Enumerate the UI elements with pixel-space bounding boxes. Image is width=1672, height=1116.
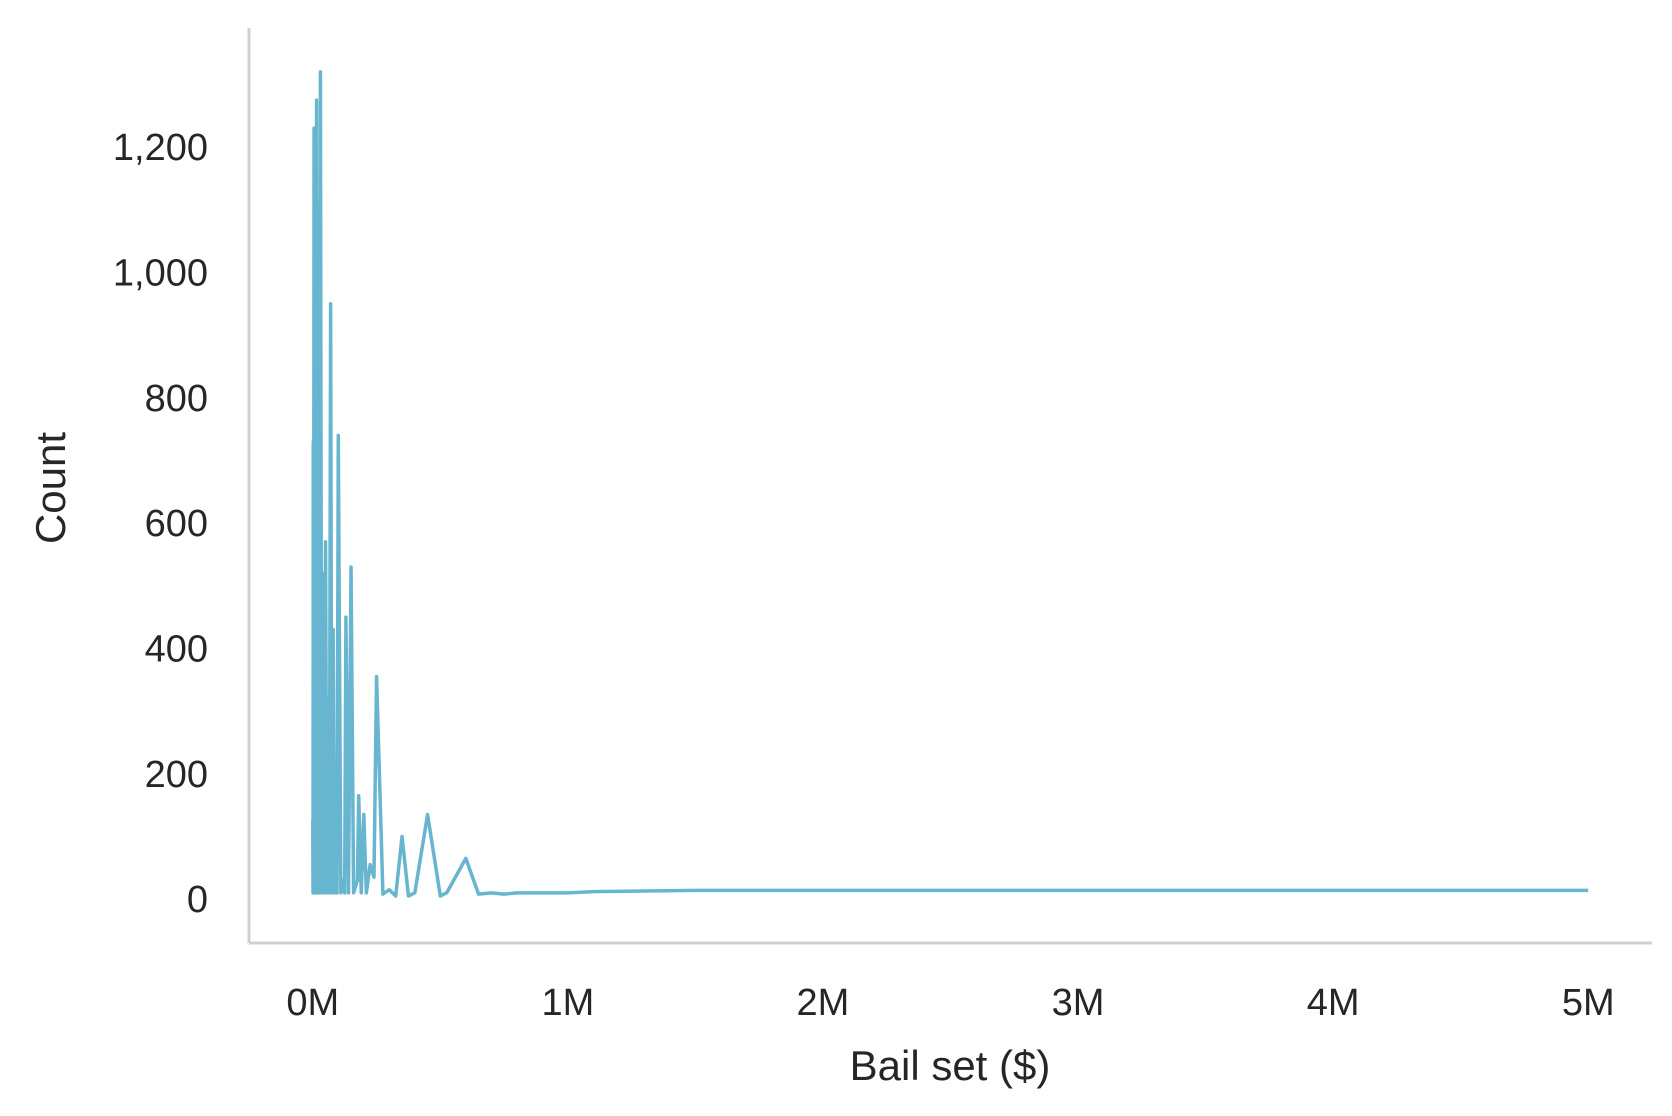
x-tick-label: 1M	[541, 982, 594, 1024]
axes	[247, 28, 1652, 945]
x-axis-title: Bail set ($)	[850, 1042, 1051, 1089]
y-tick-label: 0	[187, 879, 208, 921]
y-tick-labels: 0 200 400 600 800 1,000 1,200	[113, 127, 208, 921]
y-tick-label: 400	[145, 628, 208, 670]
x-tick-labels: 0M 1M 2M 3M 4M 5M	[286, 982, 1614, 1024]
y-axis-title: Count	[27, 432, 74, 544]
x-tick-label: 0M	[286, 982, 339, 1024]
y-tick-label: 1,200	[113, 127, 208, 169]
series-line	[311, 70, 1589, 898]
y-tick-label: 200	[145, 754, 208, 796]
x-tick-label: 2M	[797, 982, 850, 1024]
x-tick-label: 5M	[1562, 982, 1615, 1024]
y-tick-label: 1,000	[113, 252, 208, 294]
y-tick-label: 600	[145, 503, 208, 545]
y-tick-label: 800	[145, 378, 208, 420]
x-tick-label: 3M	[1052, 982, 1105, 1024]
x-tick-label: 4M	[1307, 982, 1360, 1024]
